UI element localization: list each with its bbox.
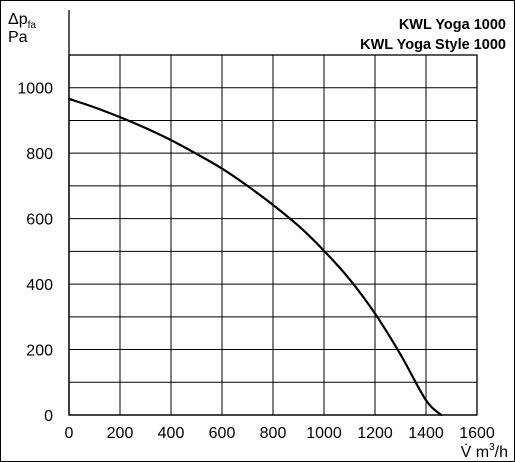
y-axis-symbol: Δp (8, 11, 28, 28)
x-tick-label: 200 (107, 425, 134, 442)
chart-title: KWL Yoga 1000 (399, 17, 506, 33)
x-tick-label: 800 (260, 425, 287, 442)
x-tick-label: 1000 (306, 425, 342, 442)
y-axis-subscript: fa (28, 20, 37, 31)
y-axis-label-unit: Pa (8, 29, 28, 46)
x-tick-label: 1400 (408, 425, 444, 442)
x-tick-label: 1600 (459, 425, 495, 442)
series-group (67, 97, 443, 417)
x-axis-unit-suffix: /h (495, 444, 508, 461)
axes (68, 10, 477, 416)
series-line (67, 97, 443, 417)
y-tick-label: 400 (26, 277, 53, 294)
grid-lines (68, 54, 478, 415)
y-tick-label: 1000 (17, 81, 53, 98)
x-tick-label: 400 (158, 425, 185, 442)
x-tick-label: 1200 (357, 425, 393, 442)
y-tick-label: 0 (44, 408, 53, 425)
x-axis-unit-prefix: m (476, 444, 489, 461)
y-tick-labels: 0 200 400 600 800 1000 (17, 81, 53, 425)
x-axis-symbol: V̇ (461, 443, 472, 461)
x-tick-labels: 0 200 400 600 800 1000 1200 1400 1600 (65, 425, 495, 442)
y-tick-label: 200 (26, 343, 53, 360)
x-tick-label: 0 (65, 425, 74, 442)
x-tick-label: 600 (209, 425, 236, 442)
y-tick-label: 600 (26, 212, 53, 229)
y-axis-label-symbol: Δpfa (8, 11, 36, 31)
x-axis-unit-sup: 3 (489, 442, 495, 453)
chart-subtitle: KWL Yoga Style 1000 (360, 37, 506, 53)
x-axis-label: V̇ m3/h (461, 442, 508, 461)
y-tick-label: 800 (26, 146, 53, 163)
